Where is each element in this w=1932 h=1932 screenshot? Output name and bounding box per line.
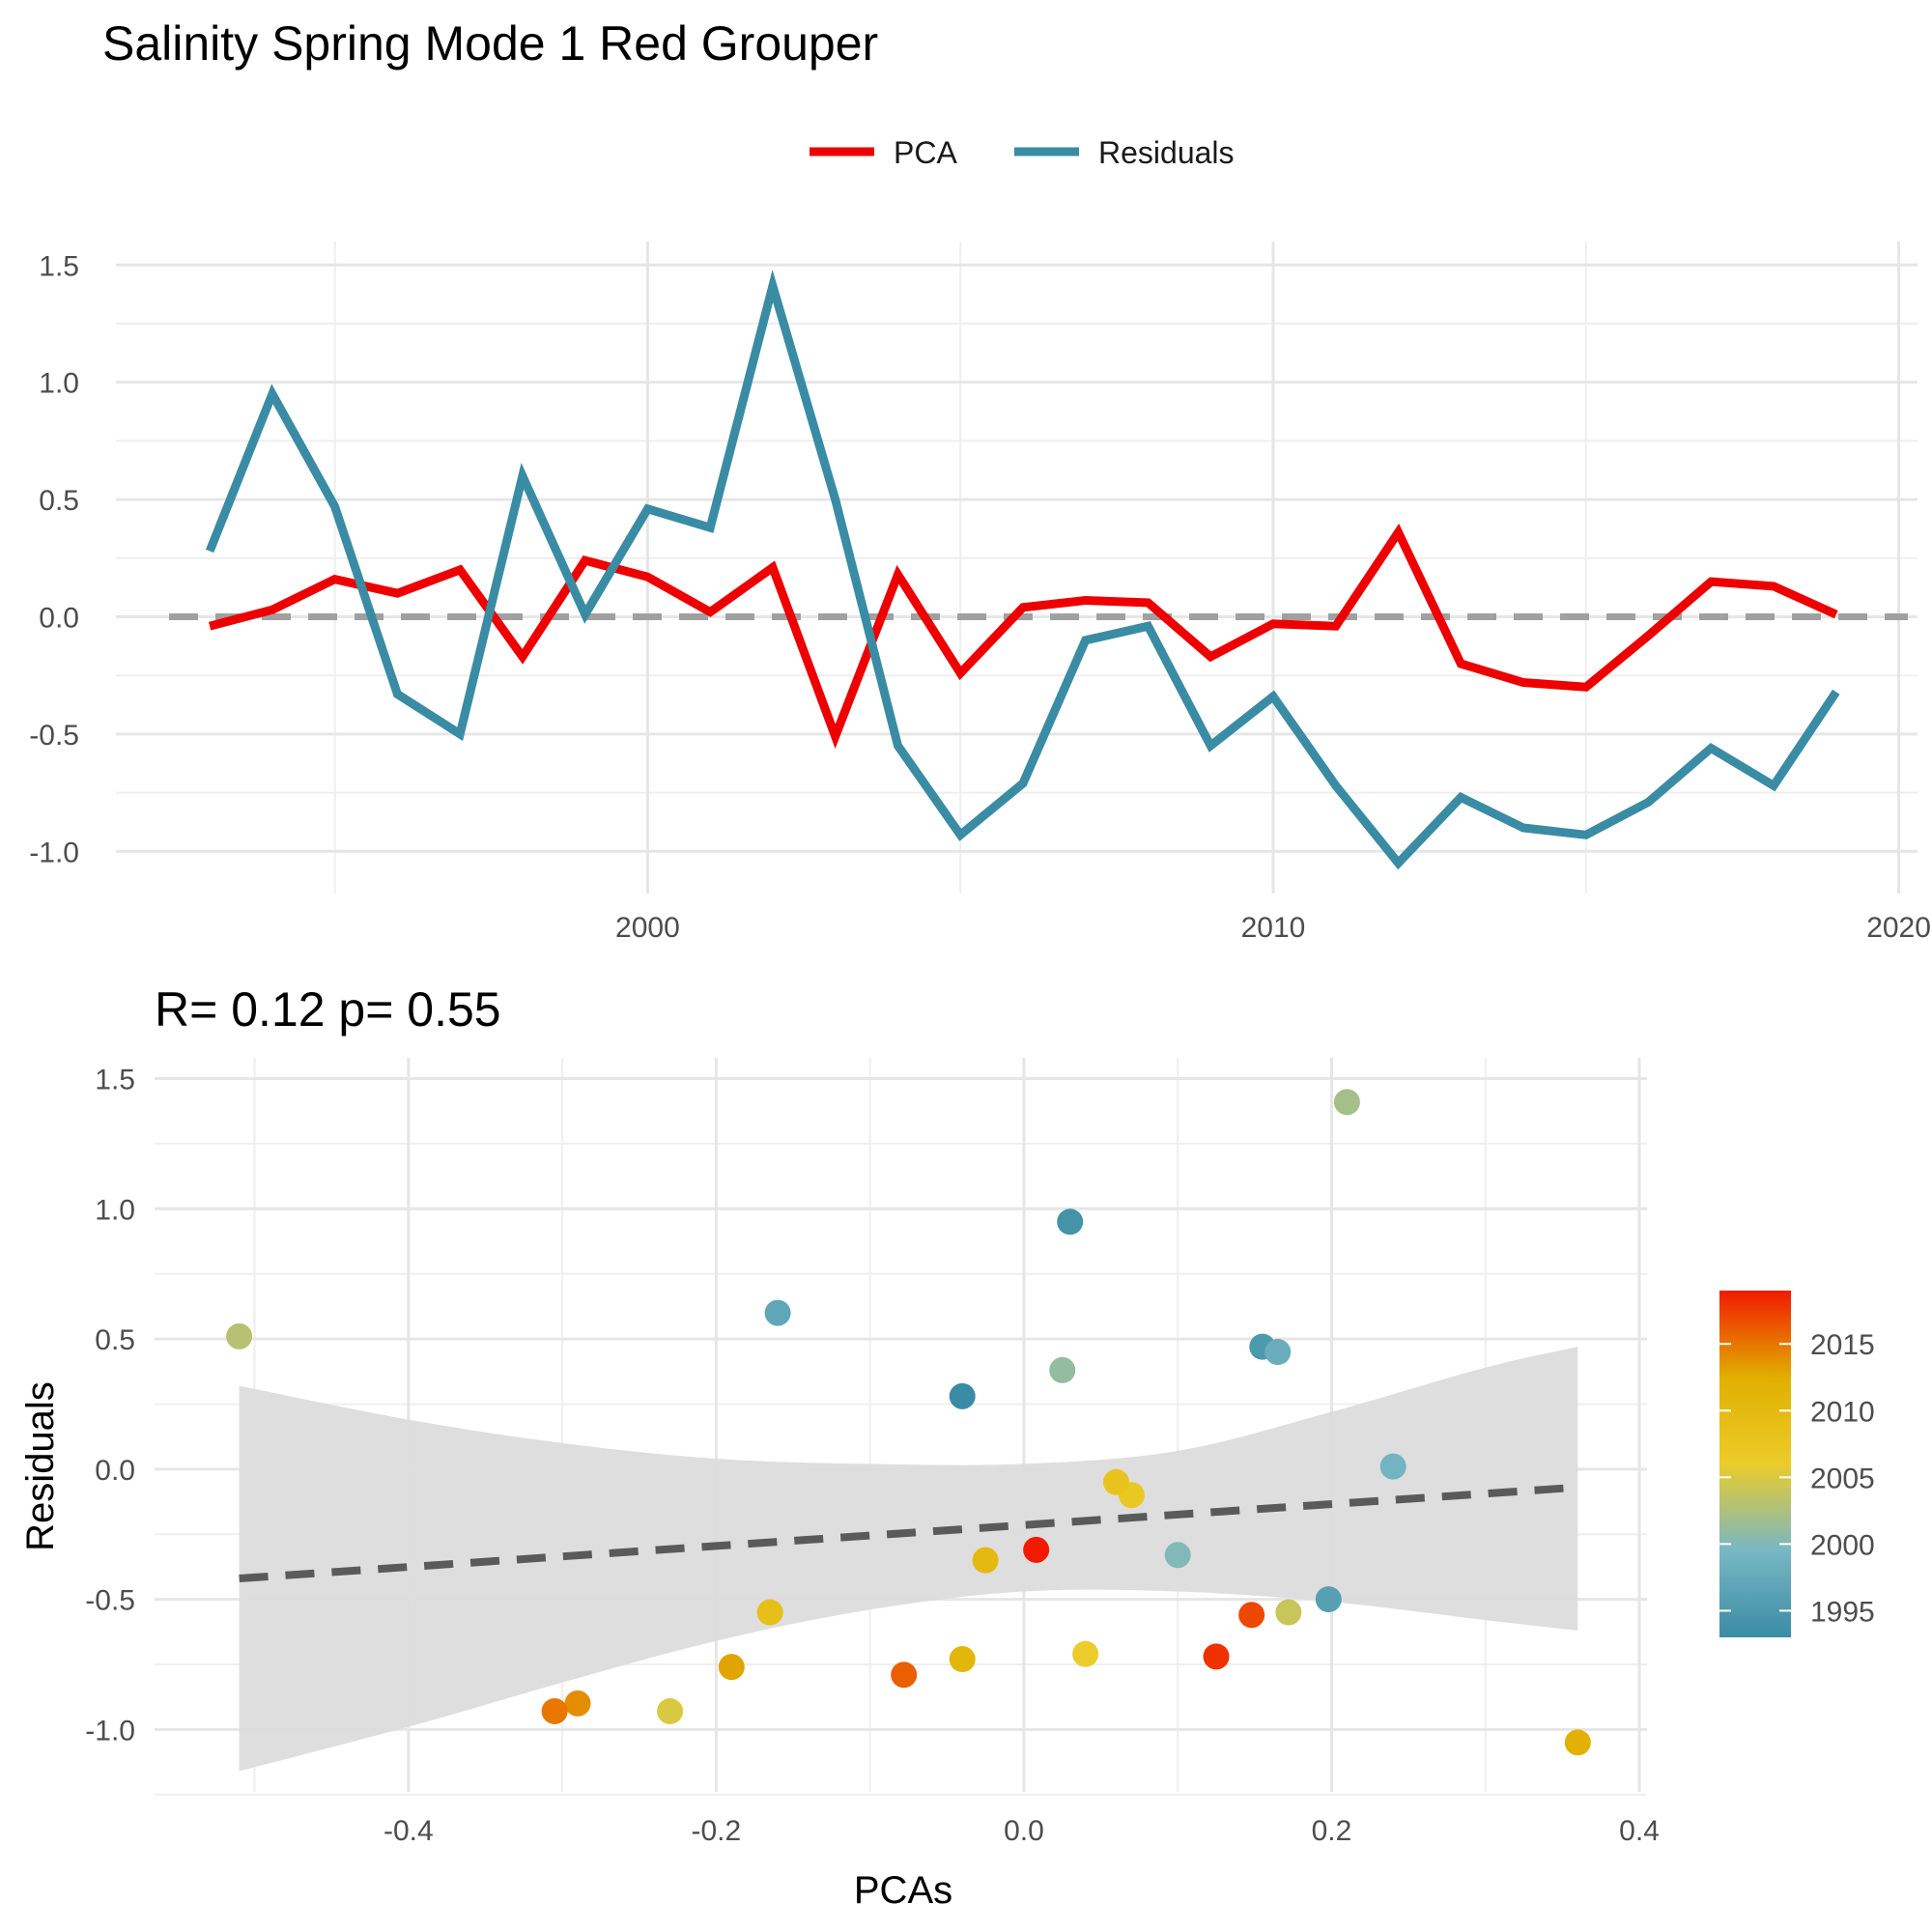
scatter-point-2002 bbox=[1333, 1089, 1360, 1116]
y-tick-label: 0.5 bbox=[95, 1324, 135, 1356]
scatter-point-1997 bbox=[764, 1299, 791, 1326]
y-tick-label: -1.0 bbox=[85, 1715, 135, 1747]
scatter-point-1998 bbox=[1264, 1339, 1292, 1366]
y-tick-label: 1.0 bbox=[39, 368, 79, 400]
scatter-point-1996 bbox=[1315, 1586, 1342, 1613]
y-tick-label: 0.0 bbox=[95, 1455, 135, 1487]
x-tick-label: 0.4 bbox=[1619, 1815, 1660, 1847]
regression-line bbox=[239, 1483, 1578, 1582]
x-axis-title: PCAs bbox=[854, 1869, 952, 1912]
time-series-plot: -1.0 -0.5 0.0 0.5 1.0 1.5 2000 2010 2020 bbox=[29, 242, 1931, 944]
scatter-points bbox=[226, 1089, 1591, 1756]
series-line-pca bbox=[208, 524, 1838, 750]
scatter-point-2009 bbox=[756, 1599, 783, 1626]
scatter-point-2000 bbox=[1164, 1542, 1191, 1569]
series-line-residuals bbox=[205, 270, 1840, 870]
scatter-point-2015 bbox=[541, 1697, 568, 1724]
colorbar-tick-label: 2000 bbox=[1810, 1529, 1875, 1561]
y-tick-label: 0.5 bbox=[39, 485, 79, 517]
correlation-annotation: R= 0.12 p= 0.55 bbox=[155, 982, 501, 1037]
y-axis-title: Residuals bbox=[19, 1381, 62, 1551]
scatter-point-1993 bbox=[949, 1382, 976, 1409]
y-tick-label: 1.5 bbox=[95, 1065, 135, 1096]
figure-title: Salinity Spring Mode 1 Red Grouper bbox=[102, 16, 878, 71]
legend-label-pca: PCA bbox=[894, 135, 957, 170]
scatter-point-1994 bbox=[1057, 1208, 1084, 1236]
scatter-point-2003 bbox=[226, 1322, 253, 1350]
y-tick-label: -0.5 bbox=[85, 1585, 135, 1617]
scatter-point-2011 bbox=[949, 1646, 976, 1673]
y-tick-label: 0.0 bbox=[39, 602, 79, 634]
y-tick-label: -1.0 bbox=[29, 837, 79, 868]
x-tick-label: 0.2 bbox=[1312, 1815, 1352, 1847]
scatter-point-2018 bbox=[1203, 1643, 1230, 1670]
scatter-point-2014 bbox=[564, 1690, 591, 1717]
y-tick-label: 1.5 bbox=[39, 250, 79, 282]
time-series-x-ticks: 2000 2010 2020 bbox=[615, 912, 1931, 944]
scatter-point-2010 bbox=[972, 1547, 999, 1574]
time-series-lines bbox=[205, 270, 1840, 870]
scatter-point-2006 bbox=[1072, 1640, 1099, 1667]
scatter-point-2012 bbox=[1564, 1729, 1591, 1756]
scatter-y-ticks: -1.0 -0.5 0.0 0.5 1.0 1.5 bbox=[85, 1065, 135, 1747]
legend-label-residuals: Residuals bbox=[1098, 135, 1235, 170]
y-tick-label: -0.5 bbox=[29, 720, 79, 752]
scatter-point-2008 bbox=[1102, 1468, 1129, 1495]
scatter-point-2019 bbox=[1023, 1536, 1050, 1563]
year-colorbar: 1995 2000 2005 2010 2015 bbox=[1719, 1291, 1875, 1637]
confidence-ribbon bbox=[239, 1347, 1578, 1772]
colorbar-tick-label: 1995 bbox=[1810, 1596, 1875, 1628]
time-series-grid bbox=[116, 242, 1918, 894]
scatter-point-2016 bbox=[891, 1662, 918, 1689]
time-series-y-ticks: -1.0 -0.5 0.0 0.5 1.0 1.5 bbox=[29, 250, 79, 868]
scatter-point-2005 bbox=[657, 1697, 684, 1724]
colorbar-gradient bbox=[1719, 1291, 1791, 1637]
confidence-band bbox=[239, 1347, 1578, 1772]
colorbar-ticks: 1995 2000 2005 2010 2015 bbox=[1719, 1329, 1875, 1628]
scatter-point-2017 bbox=[1238, 1602, 1265, 1629]
fit-line bbox=[239, 1483, 1578, 1582]
legend: PCA Residuals bbox=[810, 135, 1235, 170]
scatter-point-2004 bbox=[1275, 1599, 1302, 1626]
colorbar-tick-label: 2005 bbox=[1810, 1463, 1875, 1494]
scatter-point-2013 bbox=[718, 1654, 745, 1681]
colorbar-tick-label: 2010 bbox=[1810, 1396, 1875, 1428]
x-tick-label: 2010 bbox=[1241, 912, 1306, 944]
scatter-plot: -1.0 -0.5 0.0 0.5 1.0 1.5 -0.4 -0.2 0.0 0.2 0.4 bbox=[85, 1058, 1660, 1847]
x-tick-label: 2000 bbox=[615, 912, 680, 944]
x-tick-label: 2020 bbox=[1866, 912, 1931, 944]
colorbar-tick-label: 2015 bbox=[1810, 1329, 1875, 1361]
scatter-x-ticks: -0.4 -0.2 0.0 0.2 0.4 bbox=[384, 1815, 1660, 1847]
x-tick-label: -0.2 bbox=[692, 1815, 742, 1847]
x-tick-label: -0.4 bbox=[384, 1815, 434, 1847]
scatter-point-1999 bbox=[1379, 1453, 1406, 1480]
scatter-point-2001 bbox=[1049, 1356, 1076, 1383]
x-tick-label: 0.0 bbox=[1004, 1815, 1044, 1847]
y-tick-label: 1.0 bbox=[95, 1194, 135, 1226]
